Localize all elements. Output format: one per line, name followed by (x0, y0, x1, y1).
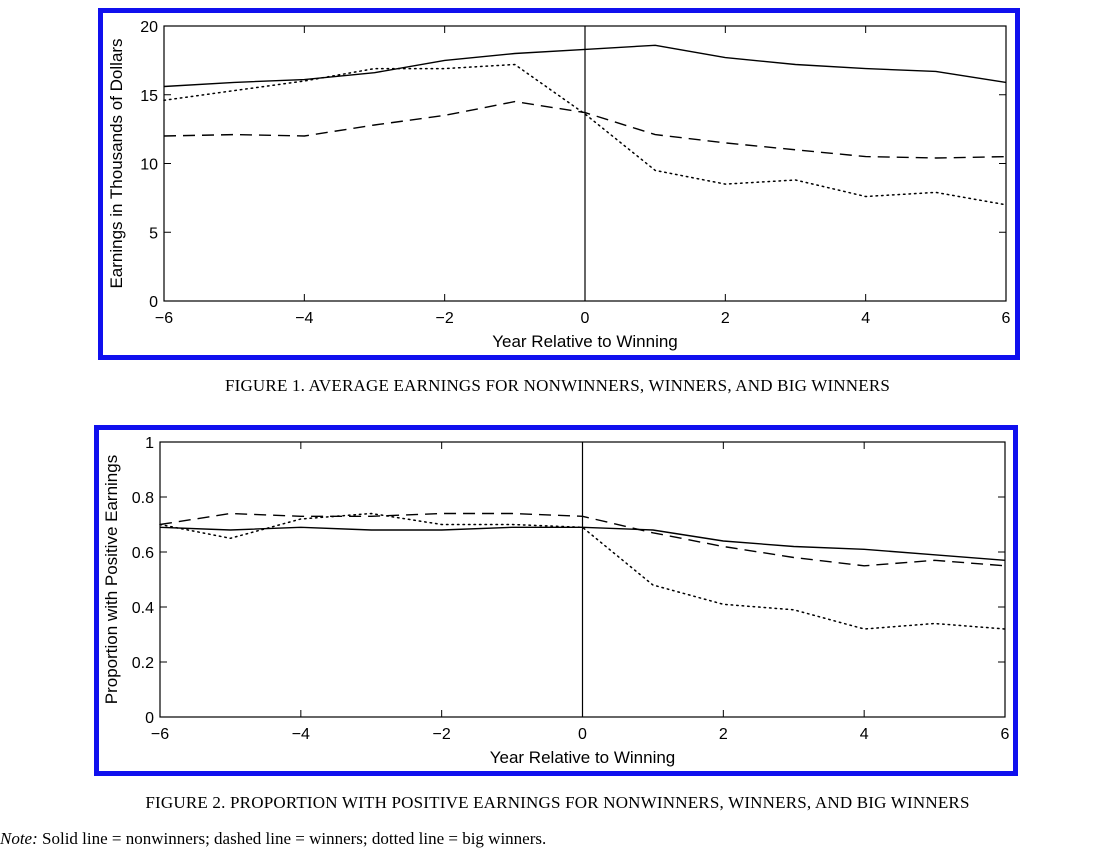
x-tick-label: −2 (436, 310, 454, 327)
y-tick-label: 10 (140, 157, 158, 174)
x-axis-title: Year Relative to Winning (492, 332, 678, 351)
y-tick-label: 0 (149, 294, 158, 311)
note-label: Note: (0, 829, 38, 848)
x-tick-label: −6 (151, 726, 169, 743)
x-tick-label: 4 (861, 310, 870, 327)
series-line-solid (163, 44, 1007, 88)
series-line-solid (159, 526, 1006, 561)
y-tick-label: 15 (140, 88, 158, 105)
y-tick-label: 20 (140, 19, 158, 36)
y-axis-title: Proportion with Positive Earnings (102, 455, 121, 704)
figure1-caption: FIGURE 1. AVERAGE EARNINGS FOR NONWINNER… (224, 376, 891, 395)
y-tick-label: 0 (145, 710, 154, 727)
x-tick-label: 6 (1001, 726, 1010, 743)
note-line: Note: Solid line = nonwinners; dashed li… (0, 829, 546, 849)
x-tick-label: 4 (860, 726, 869, 743)
x-tick-label: −4 (292, 726, 310, 743)
x-tick-label: −6 (155, 310, 173, 327)
y-tick-label: 0.4 (132, 600, 154, 617)
y-tick-label: 0.2 (132, 655, 154, 672)
x-tick-label: 0 (578, 726, 587, 743)
x-tick-label: 2 (721, 310, 730, 327)
x-tick-label: −4 (295, 310, 313, 327)
y-tick-label: 5 (149, 225, 158, 242)
series-line-dotted (163, 63, 1007, 206)
x-axis-title: Year Relative to Winning (490, 748, 676, 767)
y-tick-label: 0.6 (132, 545, 154, 562)
x-tick-label: 6 (1002, 310, 1011, 327)
y-tick-label: 0.8 (132, 490, 154, 507)
x-tick-label: 2 (719, 726, 728, 743)
series-line-dashed (163, 100, 1007, 159)
series-line-dashed (159, 512, 1006, 567)
y-axis-title: Earnings in Thousands of Dollars (107, 38, 126, 288)
x-tick-label: −2 (433, 726, 451, 743)
figure2-caption: FIGURE 2. PROPORTION WITH POSITIVE EARNI… (145, 793, 970, 812)
y-tick-label: 1 (145, 435, 154, 452)
note-text: Solid line = nonwinners; dashed line = w… (37, 829, 547, 848)
x-tick-label: 0 (581, 310, 590, 327)
series-line-dotted (159, 512, 1006, 630)
